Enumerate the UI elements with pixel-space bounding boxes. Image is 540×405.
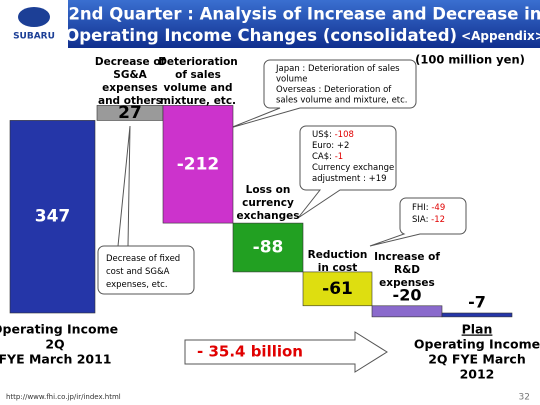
callout-label: adjustment : +19	[312, 174, 387, 184]
callout-text: volume	[276, 74, 308, 84]
callout-text: Japan : Deterioration of sales	[275, 64, 400, 74]
callout-label: US$:	[312, 130, 335, 140]
value-label: 347	[35, 207, 71, 227]
title-line: Operating Income Changes (consolidated) <…	[65, 26, 540, 45]
category-label: and others	[98, 95, 162, 107]
callout-text: Decrease of fixed	[106, 254, 180, 264]
callout-text: CA$: -1	[312, 152, 343, 162]
callout-bubble	[97, 125, 195, 295]
category-label: 2012	[460, 367, 495, 382]
unit-label: (100 million yen)	[415, 53, 525, 67]
callout-label: Decrease of fixed	[106, 254, 180, 264]
bar	[441, 312, 513, 318]
bar	[9, 120, 96, 314]
category-label: of sales	[175, 69, 221, 81]
category-label: Increase of	[374, 251, 440, 263]
category-label: Operating Income	[414, 337, 540, 352]
category-label: 2Q	[45, 337, 64, 352]
callout-text: cost and SG&A	[106, 267, 170, 277]
callout-label: expenses, etc.	[106, 280, 168, 290]
callout-label: cost and SG&A	[106, 267, 170, 277]
value-label: -20	[393, 285, 422, 304]
header-band	[68, 0, 540, 48]
category-label: Reduction	[308, 249, 368, 261]
bar	[162, 105, 234, 224]
callout-text: expenses, etc.	[106, 280, 168, 290]
callout-label: Currency exchange	[312, 163, 394, 173]
category-label: in cost	[318, 262, 357, 274]
category-label: currency	[242, 197, 294, 209]
value-label: -7	[468, 293, 486, 312]
callout-bubble	[297, 125, 397, 219]
category-label: Loss on	[246, 184, 291, 196]
value-label: -212	[177, 154, 220, 174]
category-label: Plan	[462, 322, 493, 337]
callout-label: FHI:	[412, 203, 431, 213]
bar	[232, 222, 304, 273]
callout-label: Euro: +2	[312, 141, 349, 151]
callout-bubble	[229, 59, 417, 129]
callout-label: volume	[276, 74, 308, 84]
callout-label: SIA:	[412, 215, 431, 225]
value-label: -88	[253, 238, 284, 258]
title-suffix: <Appendix>	[461, 29, 540, 43]
category-label: R&D	[394, 264, 420, 276]
callout-text: FHI: -49	[412, 203, 445, 213]
callout-label: CA$:	[312, 152, 335, 162]
callout-text: sales volume and mixture, etc.	[276, 95, 408, 105]
arrow	[184, 331, 388, 373]
callout-label: sales volume and mixture, etc.	[276, 95, 408, 105]
footer-url: http://www.fhi.co.jp/ir/index.html	[6, 393, 121, 401]
category-label: SG&A	[113, 69, 147, 81]
category-label: volume and	[164, 82, 233, 94]
value-label: -61	[322, 279, 353, 299]
callout-text: Overseas : Deterioration of	[276, 85, 392, 95]
logo-mark	[18, 7, 50, 27]
callout-value: -1	[335, 152, 343, 162]
category-label: FYE March 2011	[0, 352, 111, 367]
callout-text: Currency exchange	[312, 163, 394, 173]
bar	[302, 271, 373, 307]
category-label: expenses	[102, 82, 158, 94]
callout-value: -49	[431, 203, 445, 213]
value-label: 27	[118, 103, 142, 123]
category-label: expenses	[379, 277, 435, 289]
category-label: Operating Income	[0, 322, 118, 337]
bar	[371, 305, 443, 318]
callout-value: -108	[335, 130, 354, 140]
callout-text: SIA: -12	[412, 215, 445, 225]
arrow-label: - 35.4 billion	[197, 343, 303, 361]
callout-text: Euro: +2	[312, 141, 349, 151]
title-line: 2nd Quarter : Analysis of Increase and D…	[68, 5, 540, 24]
callout-text: adjustment : +19	[312, 174, 387, 184]
callout-text: US$: -108	[312, 130, 354, 140]
page-number: 32	[519, 393, 530, 403]
callout-label: Japan : Deterioration of sales	[275, 64, 400, 74]
category-label: Deterioration	[158, 56, 238, 68]
category-label: Decrease of	[95, 56, 166, 68]
callout-bubble	[369, 197, 467, 247]
category-label: exchanges	[236, 210, 299, 222]
callout-label: Overseas : Deterioration of	[276, 85, 392, 95]
category-label: 2Q FYE March	[428, 352, 526, 367]
callout-value: -12	[431, 215, 445, 225]
category-label: mixture, etc.	[160, 95, 236, 107]
logo-text: SUBARU	[13, 32, 55, 42]
title-text: Operating Income Changes (consolidated)	[65, 26, 457, 45]
